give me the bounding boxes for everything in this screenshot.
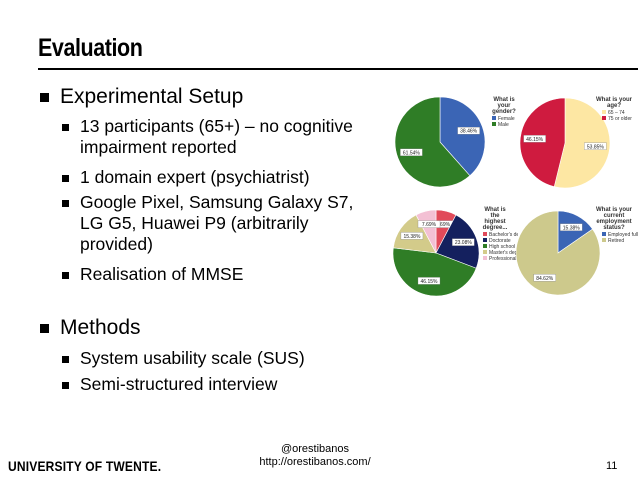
sub-bullet-mmse: Realisation of MMSE bbox=[80, 264, 244, 284]
svg-text:Doctorate: Doctorate bbox=[489, 238, 511, 244]
pie-legend-entry: 75 or older bbox=[602, 116, 632, 122]
footer-url[interactable]: http://orestibanos.com/ bbox=[259, 456, 371, 468]
svg-text:gender?: gender? bbox=[492, 109, 516, 115]
svg-text:current: current bbox=[604, 213, 625, 219]
pie-slice-label: 53.85% bbox=[584, 142, 607, 150]
page-number: 11 bbox=[606, 460, 618, 472]
pie-legend-title: What isthehighestdegree... bbox=[483, 207, 508, 231]
bullet-square bbox=[40, 324, 49, 333]
svg-text:Female: Female bbox=[498, 116, 515, 122]
svg-text:Master's degree: Master's degree bbox=[489, 250, 518, 256]
pie-slice bbox=[393, 247, 477, 297]
svg-text:Bachelor's degree: Bachelor's degree bbox=[489, 232, 518, 238]
pie-slice-label: 15.38% bbox=[560, 223, 583, 231]
sub-bullet-devices: Google Pixel, Samsung Galaxy S7, LG G5, … bbox=[80, 192, 354, 254]
pie-slice-label: 7.69% bbox=[417, 220, 441, 228]
svg-text:65 – 74: 65 – 74 bbox=[608, 110, 625, 116]
svg-text:23.08%: 23.08% bbox=[455, 240, 473, 246]
pie-legend-entry: High school bbox=[483, 244, 515, 250]
sub-bullet-participants: 13 participants (65+) – no cognitive imp… bbox=[80, 116, 353, 157]
pie-slice bbox=[553, 97, 611, 189]
svg-text:highest: highest bbox=[484, 219, 505, 225]
svg-text:53.85%: 53.85% bbox=[587, 144, 605, 150]
university-logo: UNIVERSITY OF TWENTE. bbox=[8, 458, 162, 474]
bullet-methods: Methods bbox=[60, 316, 141, 339]
svg-text:High school: High school bbox=[489, 244, 515, 250]
sub-bullet-square bbox=[62, 200, 69, 207]
svg-text:What is your: What is your bbox=[596, 97, 633, 103]
pie-slice bbox=[516, 210, 601, 296]
svg-text:employment: employment bbox=[596, 219, 631, 225]
svg-text:15.38%: 15.38% bbox=[563, 225, 581, 231]
bullet-square bbox=[40, 93, 49, 102]
svg-text:46.15%: 46.15% bbox=[526, 137, 544, 143]
svg-text:What is: What is bbox=[493, 97, 515, 103]
svg-text:Employed full time: Employed full time bbox=[608, 232, 638, 238]
pie-slice-label: 15.38% bbox=[400, 232, 424, 240]
sub-bullet-square bbox=[62, 175, 69, 182]
sub-bullet-sus: System usability scale (SUS) bbox=[80, 348, 305, 368]
sub-bullet-square bbox=[62, 356, 69, 363]
svg-text:38.46%: 38.46% bbox=[460, 129, 478, 135]
svg-text:your: your bbox=[497, 103, 511, 109]
pie-slice bbox=[395, 96, 471, 188]
bullet-experimental-setup: Experimental Setup bbox=[60, 85, 244, 108]
svg-text:84.62%: 84.62% bbox=[536, 276, 554, 282]
employment-pie-chart: 15.38% 84.62% What is yourcurrentemploymen… bbox=[516, 207, 638, 296]
degree-pie-chart: 7.69%23.08%46.15%15.38%7.69%What isthehi… bbox=[393, 207, 518, 297]
pie-legend-entry: Bachelor's degree bbox=[483, 232, 518, 238]
sub-bullet-square bbox=[62, 272, 69, 279]
pie-legend-entry: Doctorate bbox=[483, 238, 511, 244]
pie-legend-entry: Female bbox=[492, 116, 515, 122]
svg-text:status?: status? bbox=[603, 225, 625, 231]
svg-text:75 or older: 75 or older bbox=[608, 116, 632, 122]
sub-bullet-square bbox=[62, 382, 69, 389]
pie-slice-label: 46.15% bbox=[417, 277, 441, 285]
svg-text:degree...: degree... bbox=[483, 225, 508, 231]
sub-bullet-square bbox=[62, 124, 69, 131]
svg-text:46.15%: 46.15% bbox=[421, 279, 439, 285]
svg-text:15.38%: 15.38% bbox=[403, 234, 421, 240]
pie-slice-label: 61.54% bbox=[400, 148, 423, 156]
sub-bullet-interview: Semi-structured interview bbox=[80, 374, 278, 394]
title-divider bbox=[38, 68, 638, 70]
svg-text:7.69%: 7.69% bbox=[422, 222, 437, 228]
pie-legend-entry: Retired bbox=[602, 238, 624, 244]
pie-legend-entry: Master's degree bbox=[483, 250, 518, 256]
svg-text:What is: What is bbox=[484, 207, 506, 213]
pie-slice-label: 84.62% bbox=[533, 274, 556, 282]
svg-text:What is your: What is your bbox=[596, 207, 633, 213]
pie-legend-entry: Professional degree bbox=[483, 256, 518, 262]
slide-title: Evaluation bbox=[38, 34, 143, 62]
svg-text:Retired: Retired bbox=[608, 238, 624, 244]
svg-text:Male: Male bbox=[498, 122, 509, 128]
pie-slice-label: 38.46% bbox=[457, 126, 480, 135]
svg-text:the: the bbox=[491, 213, 501, 219]
pie-legend-entry: Male bbox=[492, 122, 509, 128]
svg-text:7.69%: 7.69% bbox=[436, 222, 451, 228]
pie-legend-entry: Employed full time bbox=[602, 232, 638, 238]
svg-text:Professional degree: Professional degree bbox=[489, 256, 518, 262]
pie-slice-label: 23.08% bbox=[452, 238, 475, 246]
sub-bullet-domain-expert: 1 domain expert (psychiatrist) bbox=[80, 167, 310, 187]
svg-text:age?: age? bbox=[607, 103, 621, 109]
footer-handle: @orestibanos bbox=[280, 443, 350, 455]
pie-legend-entry: 65 – 74 bbox=[602, 110, 625, 116]
svg-text:61.54%: 61.54% bbox=[403, 150, 421, 156]
pie-slice-label: 46.15% bbox=[523, 135, 546, 143]
footer-credits: @orestibanos http://orestibanos.com/ bbox=[240, 443, 390, 469]
pie-slice bbox=[439, 96, 486, 177]
